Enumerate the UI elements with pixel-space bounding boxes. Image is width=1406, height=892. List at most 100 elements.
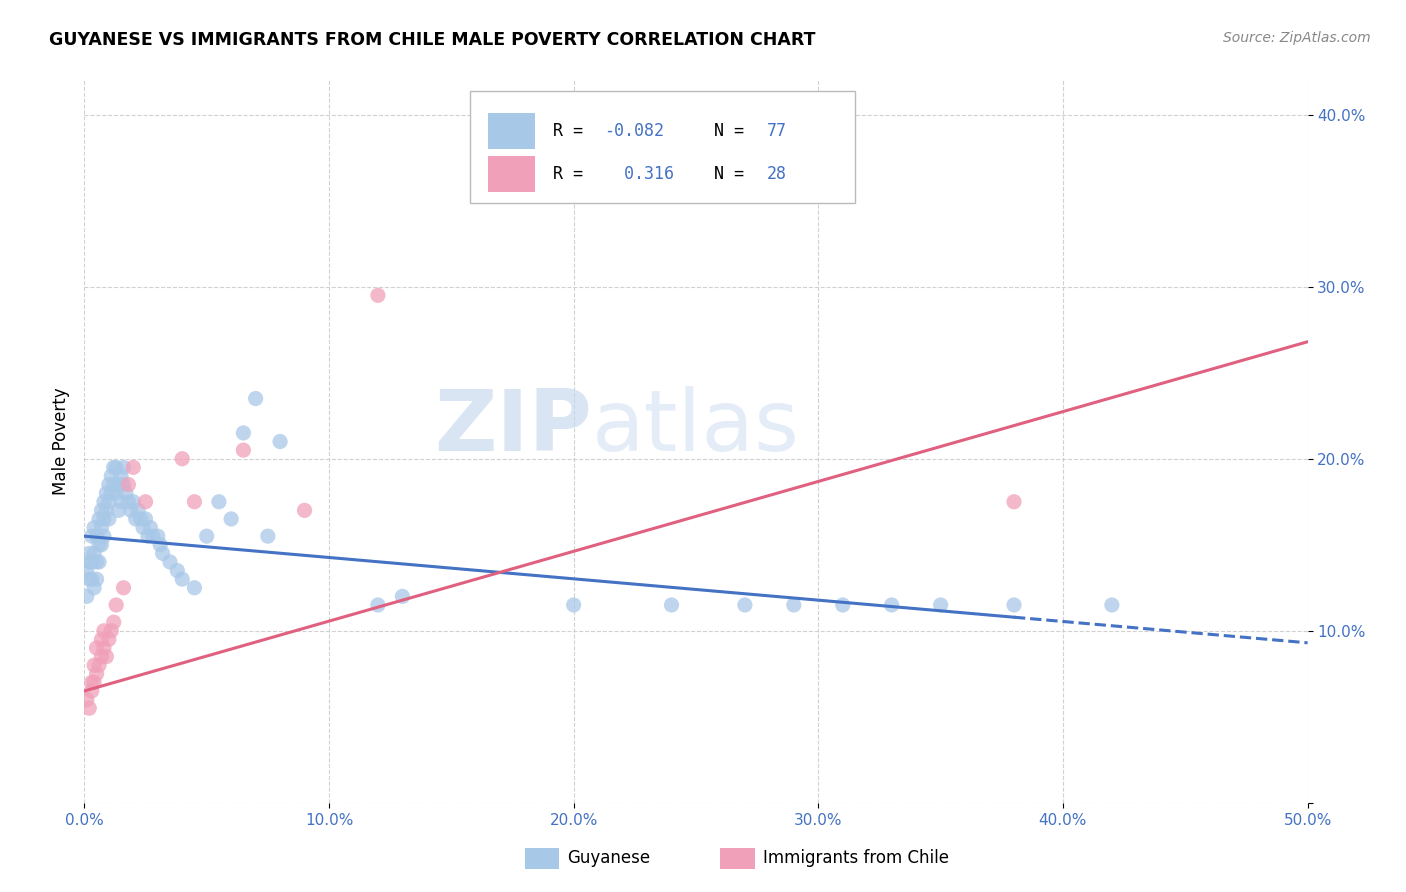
Point <box>87 555 110 569</box>
FancyBboxPatch shape <box>720 847 755 870</box>
Point <box>127 503 149 517</box>
Point <box>86 666 108 681</box>
Point <box>152 546 174 560</box>
FancyBboxPatch shape <box>488 156 534 193</box>
Point <box>136 529 159 543</box>
Point <box>120 503 142 517</box>
Point <box>257 529 280 543</box>
Point <box>269 434 291 449</box>
Point <box>661 598 683 612</box>
Point <box>103 477 125 491</box>
Text: Source: ZipAtlas.com: Source: ZipAtlas.com <box>1223 31 1371 45</box>
Point <box>103 615 125 630</box>
Text: ZIP: ZIP <box>434 385 592 468</box>
Point <box>107 503 129 517</box>
Point <box>77 546 100 560</box>
Point <box>831 598 853 612</box>
Point <box>90 649 112 664</box>
Point <box>93 624 115 638</box>
Text: N =: N = <box>693 122 754 140</box>
Point <box>77 555 100 569</box>
Point <box>117 477 139 491</box>
Text: R =: R = <box>553 122 593 140</box>
Point <box>129 512 152 526</box>
Point <box>122 460 145 475</box>
Point <box>880 598 903 612</box>
Point <box>929 598 952 612</box>
Point <box>80 675 103 690</box>
Point <box>142 529 165 543</box>
Point <box>110 469 132 483</box>
Point <box>76 590 98 604</box>
Point <box>110 494 132 508</box>
Point <box>172 451 194 466</box>
Point <box>232 443 254 458</box>
Point <box>93 512 115 526</box>
Point <box>105 460 128 475</box>
Point <box>245 392 267 406</box>
Text: R =: R = <box>553 165 593 183</box>
Point <box>132 520 155 534</box>
Text: GUYANESE VS IMMIGRANTS FROM CHILE MALE POVERTY CORRELATION CHART: GUYANESE VS IMMIGRANTS FROM CHILE MALE P… <box>49 31 815 49</box>
Point <box>83 520 105 534</box>
Point <box>159 555 181 569</box>
Point <box>77 701 100 715</box>
Point <box>105 486 128 500</box>
Point <box>135 494 157 508</box>
Point <box>117 494 139 508</box>
Point <box>734 598 756 612</box>
Text: atlas: atlas <box>592 385 800 468</box>
Point <box>100 469 122 483</box>
Point <box>139 520 162 534</box>
Point <box>83 675 105 690</box>
Point <box>77 572 100 586</box>
Point <box>232 425 254 440</box>
Point <box>115 486 138 500</box>
Point <box>96 486 118 500</box>
Point <box>1002 494 1025 508</box>
Point <box>112 581 135 595</box>
Point <box>90 632 112 647</box>
Point <box>83 658 105 673</box>
Point <box>86 572 108 586</box>
Point <box>93 494 115 508</box>
Point <box>87 512 110 526</box>
Point <box>100 624 122 638</box>
Point <box>783 598 806 612</box>
Point <box>87 538 110 552</box>
Point <box>367 598 389 612</box>
Point <box>80 555 103 569</box>
Point <box>76 692 98 706</box>
Point <box>80 529 103 543</box>
Point <box>97 477 120 491</box>
Point <box>195 529 218 543</box>
Point <box>96 649 118 664</box>
Text: -0.082: -0.082 <box>605 122 664 140</box>
Point <box>166 564 188 578</box>
Point <box>112 460 135 475</box>
Point <box>1002 598 1025 612</box>
Point <box>83 546 105 560</box>
Point <box>146 529 169 543</box>
Text: Immigrants from Chile: Immigrants from Chile <box>763 849 949 867</box>
Y-axis label: Male Poverty: Male Poverty <box>52 388 70 495</box>
Text: 77: 77 <box>766 122 787 140</box>
Point <box>97 632 120 647</box>
Point <box>97 494 120 508</box>
Point <box>125 512 148 526</box>
Point <box>208 494 231 508</box>
Point <box>83 581 105 595</box>
Point <box>90 503 112 517</box>
Point <box>97 512 120 526</box>
Point <box>122 494 145 508</box>
Point <box>103 460 125 475</box>
Point <box>100 486 122 500</box>
Point <box>172 572 194 586</box>
Point <box>562 598 585 612</box>
Point <box>294 503 316 517</box>
Text: N =: N = <box>693 165 754 183</box>
FancyBboxPatch shape <box>524 847 560 870</box>
Point <box>86 529 108 543</box>
Point <box>367 288 389 302</box>
FancyBboxPatch shape <box>470 91 855 203</box>
